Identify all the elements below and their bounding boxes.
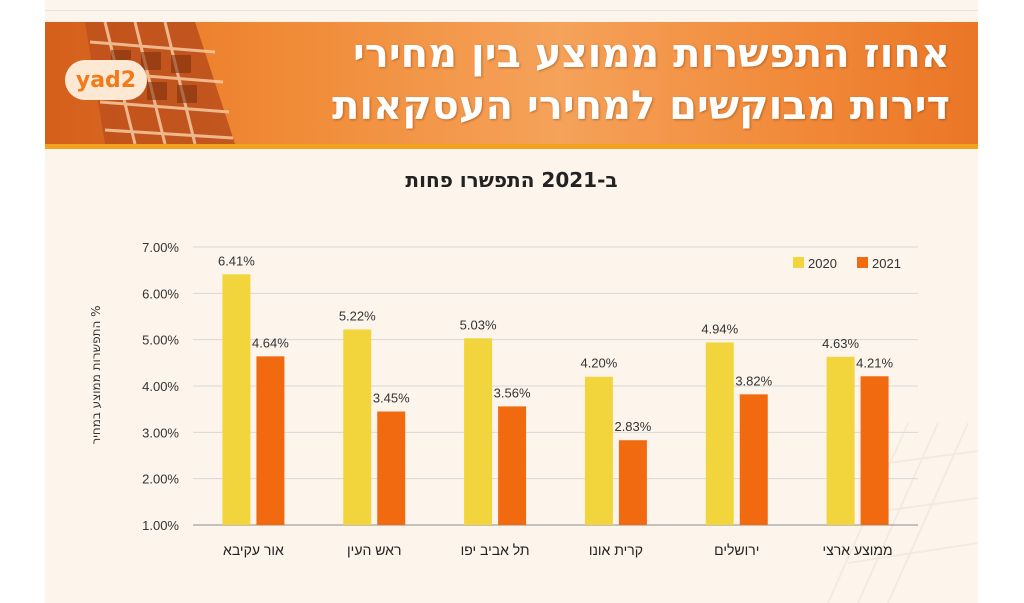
- bar-2020: [584, 376, 613, 525]
- data-label: 5.22%: [339, 308, 376, 323]
- bar-2020: [705, 342, 734, 525]
- x-tick-label: קרית אונו: [589, 542, 643, 558]
- legend-swatch-2020: [793, 257, 804, 268]
- data-label: 3.45%: [373, 390, 410, 405]
- y-tick-label: 7.00%: [142, 240, 179, 255]
- x-tick-label: אור עקיבא: [223, 542, 284, 558]
- top-divider: [45, 10, 978, 11]
- y-tick-label: 3.00%: [142, 425, 179, 440]
- chart-title: ב-2021 התפשרו פחות: [405, 168, 618, 192]
- bar-2020: [826, 356, 855, 525]
- x-tick-label: ממוצע ארצי: [823, 542, 893, 558]
- data-label: 5.03%: [460, 317, 497, 332]
- accent-bar: [45, 144, 978, 149]
- bar-2021: [256, 356, 285, 525]
- x-tick-label: ראש העין: [347, 542, 401, 558]
- y-tick-label: 2.00%: [142, 472, 179, 487]
- y-tick-label: 1.00%: [142, 518, 179, 533]
- title-line-2: דירות מבוקשים למחירי העסקאות: [332, 83, 950, 129]
- data-label: 4.64%: [252, 335, 289, 350]
- bar-2021: [377, 411, 406, 525]
- y-tick-label: 5.00%: [142, 333, 179, 348]
- bar-2021: [618, 440, 647, 525]
- legend-label: 2021: [872, 256, 901, 271]
- legend-swatch-2021: [857, 257, 868, 268]
- title-line-1: אחוז התפשרות ממוצע בין מחירי: [353, 31, 950, 77]
- header-banner: yad2 אחוז התפשרות ממוצע בין מחירי דירות …: [45, 22, 978, 144]
- bar-2020: [343, 329, 372, 525]
- y-tick-label: 6.00%: [142, 286, 179, 301]
- bar-2021: [860, 376, 889, 525]
- page-title: אחוז התפשרות ממוצע בין מחירי דירות מבוקש…: [270, 28, 950, 132]
- bar-2021: [739, 394, 768, 525]
- x-tick-label: ירושלים: [714, 542, 759, 558]
- data-label: 4.63%: [822, 336, 859, 351]
- y-tick-label: 4.00%: [142, 379, 179, 394]
- infographic-card: yad2 אחוז התפשרות ממוצע בין מחירי דירות …: [45, 0, 978, 603]
- legend-label: 2020: [808, 256, 837, 271]
- x-tick-label: תל אביב יפו: [461, 542, 530, 558]
- data-label: 4.20%: [580, 356, 617, 371]
- data-label: 3.82%: [735, 373, 772, 388]
- data-label: 6.41%: [218, 253, 255, 268]
- data-label: 4.21%: [856, 355, 893, 370]
- data-label: 4.94%: [701, 321, 738, 336]
- bar-2020: [464, 338, 493, 525]
- data-label: 2.83%: [614, 419, 651, 434]
- yad2-logo: yad2: [65, 60, 147, 100]
- bar-2021: [498, 406, 527, 525]
- bar-2020: [222, 274, 251, 525]
- data-label: 3.56%: [494, 385, 531, 400]
